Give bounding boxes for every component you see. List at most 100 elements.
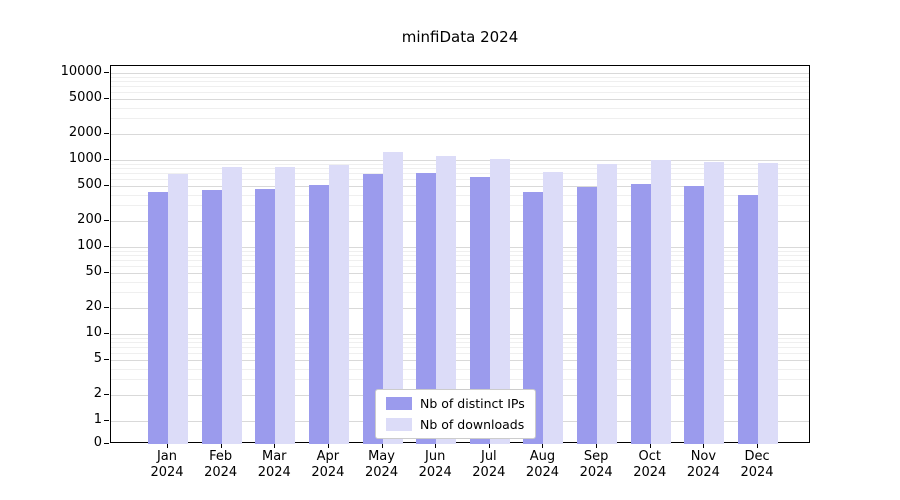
y-tick-mark [104, 185, 109, 187]
legend-swatch-downloads [386, 418, 412, 431]
legend-item-downloads: Nb of downloads [386, 417, 525, 432]
minor-gridline [111, 92, 809, 94]
x-tick-label-sep: Sep 2024 [579, 449, 613, 480]
minor-gridline [111, 173, 809, 175]
y-tick-label: 200 [77, 211, 102, 227]
plot-area: Nb of distinct IPs Nb of downloads [110, 65, 810, 444]
bar-distinct-ips-apr [308, 185, 329, 444]
bar-distinct-ips-dec [738, 195, 759, 444]
bar-downloads-oct [650, 160, 671, 444]
y-tick-label: 1000 [68, 151, 102, 166]
major-gridline [111, 360, 809, 362]
bar-distinct-ips-feb [201, 190, 222, 444]
y-tick-label: 2 [93, 385, 102, 401]
y-tick-mark [104, 306, 109, 308]
x-tick-label-nov: Nov 2024 [686, 449, 720, 480]
bar-distinct-ips-mar [255, 188, 276, 444]
x-tick-label-jul: Jul 2024 [472, 449, 506, 480]
legend-label-distinct-ips: Nb of distinct IPs [420, 396, 525, 411]
bar-downloads-mar [275, 166, 296, 444]
y-tick-mark [104, 443, 109, 444]
major-gridline [111, 133, 809, 135]
x-tick-label-dec: Dec 2024 [740, 449, 774, 480]
major-gridline [111, 160, 809, 161]
major-gridline [111, 247, 809, 248]
chart-title: minfiData 2024 [401, 28, 519, 46]
y-tick-label: 20 [85, 298, 102, 314]
x-tick-label-may: May 2024 [365, 449, 399, 480]
bar-downloads-may [382, 151, 403, 444]
minor-gridline [111, 260, 809, 262]
major-gridline [111, 73, 809, 74]
minor-gridline [111, 118, 809, 120]
minor-gridline [111, 76, 809, 78]
bar-downloads-nov [704, 161, 725, 444]
major-gridline [111, 334, 809, 335]
y-tick-mark [104, 333, 109, 334]
y-tick-mark [104, 159, 109, 160]
minor-gridline [111, 368, 809, 370]
x-tick-label-feb: Feb 2024 [204, 449, 238, 480]
y-tick-label: 0 [93, 435, 102, 450]
y-tick-mark [104, 420, 109, 421]
x-tick-mark [488, 444, 490, 448]
minor-gridline [111, 266, 809, 268]
minor-gridline [111, 163, 809, 165]
bar-distinct-ips-oct [630, 183, 651, 444]
minor-gridline [111, 292, 809, 294]
bar-downloads-jul [489, 158, 510, 444]
bar-downloads-sep [597, 163, 618, 444]
minor-gridline [111, 86, 809, 88]
y-tick-label: 5000 [68, 90, 102, 106]
major-gridline [111, 99, 809, 101]
minor-gridline [111, 342, 809, 344]
bar-distinct-ips-jun [416, 173, 437, 444]
minor-gridline [111, 168, 809, 170]
x-tick-mark [167, 444, 168, 448]
minor-gridline [111, 205, 809, 207]
minor-gridline [111, 337, 809, 339]
bar-distinct-ips-jan [148, 191, 168, 444]
y-tick-mark [104, 246, 109, 247]
major-gridline [111, 220, 809, 222]
bar-distinct-ips-jul [469, 176, 490, 444]
x-tick-label-aug: Aug 2024 [525, 449, 560, 480]
x-tick-label-apr: Apr 2024 [311, 449, 345, 480]
y-tick-mark [104, 219, 109, 221]
legend-label-downloads: Nb of downloads [420, 417, 525, 432]
x-tick-mark [381, 444, 383, 448]
minor-gridline [111, 379, 809, 381]
bar-distinct-ips-may [362, 174, 383, 444]
y-tick-label: 2000 [68, 124, 102, 140]
major-gridline [111, 186, 809, 188]
x-tick-label-jan: Jan 2024 [150, 449, 184, 480]
minor-gridline [111, 81, 809, 83]
minor-gridline [111, 179, 809, 181]
x-tick-mark [220, 444, 222, 448]
bar-downloads-feb [221, 167, 242, 444]
minor-gridline [111, 107, 809, 109]
x-tick-mark [649, 444, 651, 448]
y-tick-label: 10000 [60, 64, 102, 79]
x-tick-label-oct: Oct 2024 [633, 449, 667, 480]
minor-gridline [111, 250, 809, 252]
major-gridline [111, 307, 809, 309]
bar-downloads-jun [436, 156, 457, 444]
y-tick-mark [104, 98, 109, 100]
y-tick-label: 5 [93, 351, 102, 367]
bar-downloads-apr [328, 165, 349, 444]
x-tick-mark [327, 444, 329, 448]
bar-distinct-ips-aug [523, 191, 544, 444]
y-tick-label: 500 [77, 177, 102, 193]
legend-item-distinct-ips: Nb of distinct IPs [386, 396, 525, 411]
bar-distinct-ips-sep [577, 186, 598, 444]
y-tick-mark [104, 72, 109, 73]
x-tick-label-jun: Jun 2024 [418, 449, 452, 480]
y-tick-label: 100 [77, 238, 102, 253]
x-tick-label-mar: Mar 2024 [257, 449, 291, 480]
y-tick-mark [104, 359, 109, 361]
y-tick-label: 10 [85, 325, 102, 340]
bar-downloads-aug [543, 172, 564, 444]
bar-distinct-ips-nov [684, 186, 705, 444]
